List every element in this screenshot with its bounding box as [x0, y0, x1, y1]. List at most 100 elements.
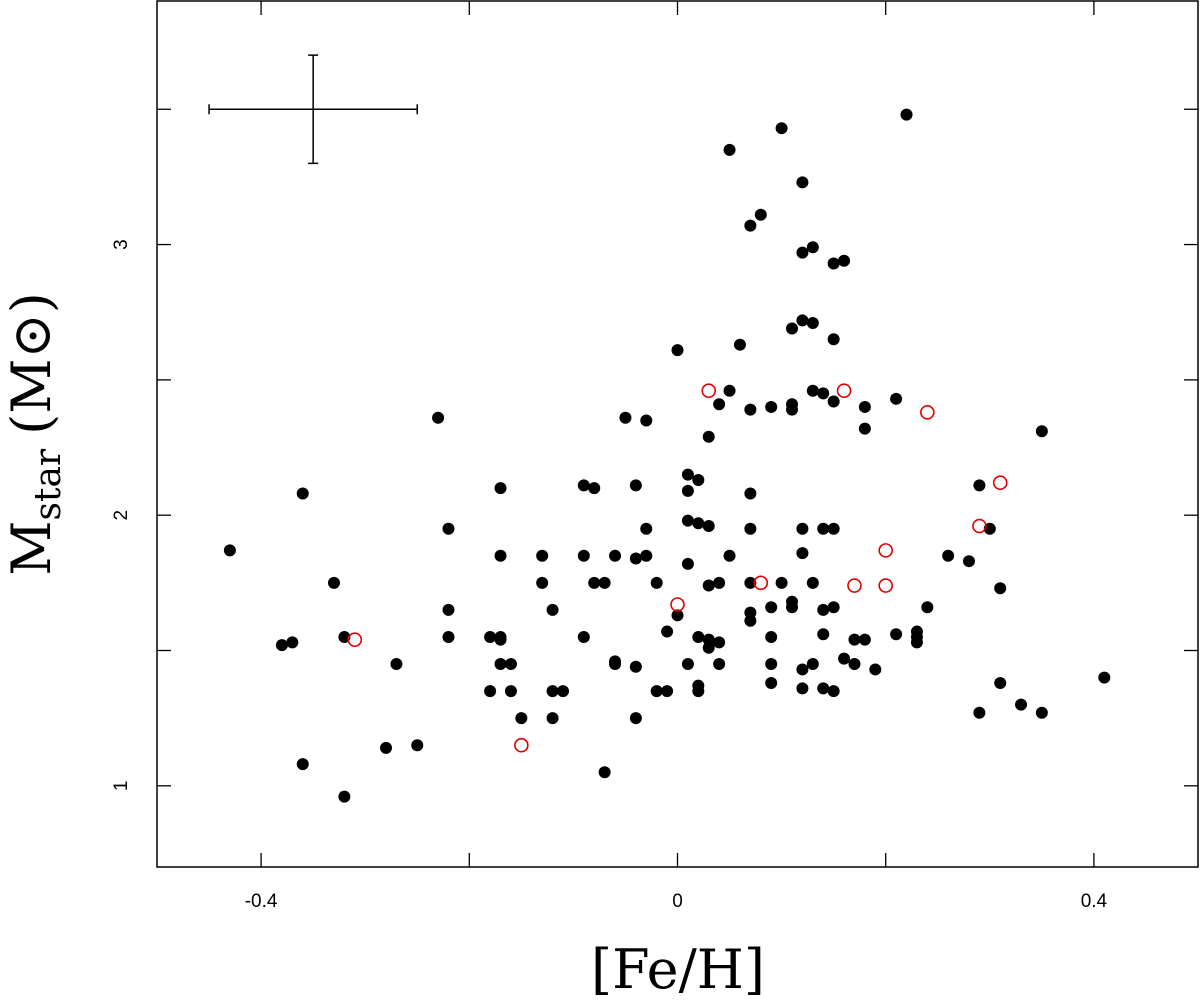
svg-text:Mstar(M⊙): Mstar (M⊙)	[0, 292, 69, 576]
data-point-filled	[796, 314, 809, 327]
data-point-open	[347, 632, 363, 647]
data-point-filled	[817, 387, 830, 400]
data-point-filled	[338, 790, 351, 803]
y-tick-label: 1	[111, 781, 132, 792]
data-point-filled	[713, 576, 726, 589]
data-point-filled	[744, 403, 757, 416]
data-point-open	[920, 405, 935, 420]
data-point-filled	[775, 122, 788, 135]
data-point-filled	[744, 487, 757, 500]
data-point-filled	[806, 576, 819, 589]
data-point-filled	[713, 658, 726, 671]
data-point-filled	[681, 658, 694, 671]
data-point-filled	[286, 636, 299, 649]
data-point-filled	[806, 317, 819, 330]
data-point-open	[847, 578, 862, 593]
data-point-filled	[827, 333, 840, 346]
data-point-filled	[577, 479, 590, 492]
data-point-filled	[890, 628, 903, 641]
data-point-filled	[775, 576, 788, 589]
data-point-filled	[806, 658, 819, 671]
data-point-filled	[1098, 671, 1111, 684]
data-point-filled	[796, 246, 809, 259]
y-tick-label: 3	[111, 239, 132, 250]
data-point-filled	[536, 576, 549, 589]
data-point-filled	[817, 522, 830, 535]
data-point-filled	[598, 766, 611, 779]
data-point-filled	[640, 522, 653, 535]
data-point-filled	[411, 739, 424, 752]
data-point-filled	[796, 663, 809, 676]
data-point-filled	[765, 676, 778, 689]
data-point-filled	[900, 108, 913, 121]
x-tick-label: 0	[672, 891, 683, 912]
data-point-filled	[796, 682, 809, 695]
data-point-filled	[536, 549, 549, 562]
data-point-filled	[890, 392, 903, 405]
data-point-filled	[629, 552, 642, 565]
data-point-filled	[786, 601, 799, 614]
data-point-filled	[546, 712, 559, 725]
data-point-filled	[577, 549, 590, 562]
data-point-filled	[338, 630, 351, 643]
data-point-filled	[1035, 706, 1048, 719]
data-point-filled	[442, 522, 455, 535]
data-point-filled	[994, 676, 1007, 689]
tick-labels: -0.4 0 0.4 1 2 3	[111, 239, 1108, 912]
data-point-filled	[973, 706, 986, 719]
data-point-filled	[765, 630, 778, 643]
data-point-filled	[817, 628, 830, 641]
y-axis-label: Mstar (M⊙)	[0, 292, 69, 576]
x-axis-label: [Fe/H]	[591, 938, 765, 1001]
data-point-filled	[494, 482, 507, 495]
data-point-filled	[629, 479, 642, 492]
data-point-filled	[692, 517, 705, 530]
data-point-filled	[744, 576, 757, 589]
data-point-filled	[442, 603, 455, 616]
data-point-filled	[827, 685, 840, 698]
data-point-filled	[432, 411, 445, 424]
data-point-filled	[733, 338, 746, 351]
data-point-filled	[390, 658, 403, 671]
x-tick-label: 0.4	[1081, 891, 1108, 912]
data-point-filled	[681, 557, 694, 570]
data-point-filled	[327, 576, 340, 589]
y-axis-label-sub: star	[28, 448, 69, 520]
data-point-open	[992, 475, 1008, 491]
data-point-filled	[296, 758, 309, 771]
data-point-filled	[713, 636, 726, 649]
data-point-filled	[702, 641, 715, 654]
data-points	[223, 108, 1111, 803]
data-point-filled	[609, 658, 622, 671]
data-point-open	[753, 575, 769, 591]
axis-ticks	[157, 1, 1198, 867]
data-point-filled	[494, 633, 507, 646]
data-point-filled	[827, 522, 840, 535]
data-point-open	[878, 578, 894, 593]
data-point-filled	[796, 176, 809, 189]
data-point-filled	[692, 474, 705, 487]
data-point-filled	[661, 685, 674, 698]
plot-frame	[156, 0, 1199, 868]
data-point-filled	[546, 685, 559, 698]
data-point-filled	[629, 712, 642, 725]
data-point-filled	[806, 241, 819, 254]
data-point-filled	[692, 630, 705, 643]
data-point-filled	[484, 685, 497, 698]
data-point-filled	[817, 603, 830, 616]
data-point-filled	[765, 658, 778, 671]
data-point-open	[836, 383, 852, 399]
data-point-filled	[223, 544, 236, 557]
data-point-filled	[817, 682, 830, 695]
data-point-filled	[609, 549, 622, 562]
data-point-filled	[494, 549, 507, 562]
data-point-filled	[723, 549, 736, 562]
data-point-filled	[983, 522, 996, 535]
data-point-filled	[827, 395, 840, 408]
data-point-filled	[786, 322, 799, 335]
data-point-filled	[744, 614, 757, 627]
data-point-filled	[692, 685, 705, 698]
data-point-filled	[442, 630, 455, 643]
data-point-filled	[546, 603, 559, 616]
data-point-filled	[796, 547, 809, 560]
